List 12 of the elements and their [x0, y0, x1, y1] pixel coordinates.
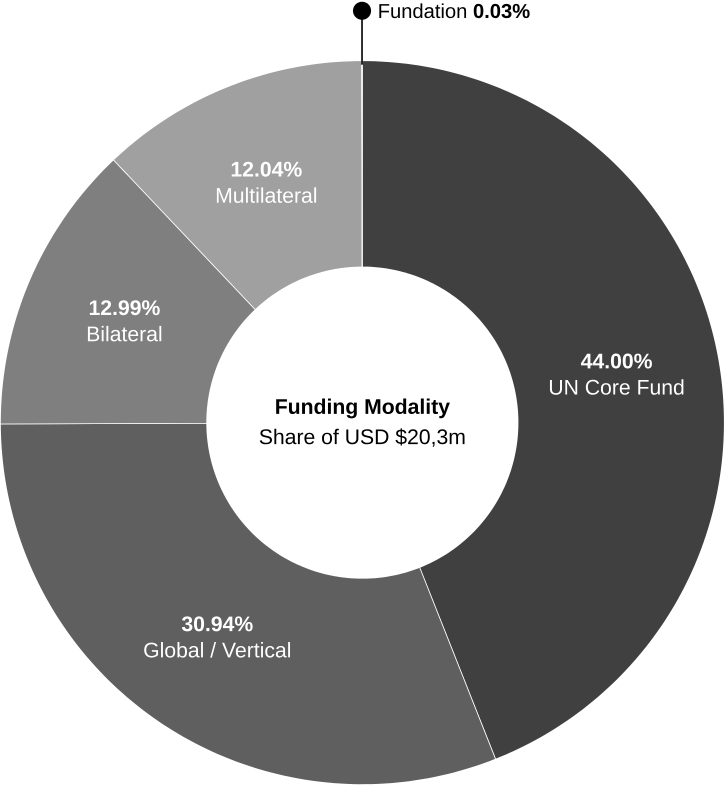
- data-label: 30.94%: [182, 616, 253, 632]
- slice-label: UN Core Fund: [550, 379, 684, 395]
- text: Share of USD $20,3m: [260, 428, 465, 447]
- slice-label: Bilateral: [88, 326, 162, 342]
- slice-label: Global / Vertical: [144, 642, 290, 658]
- data-label: 0.03%: [474, 4, 530, 18]
- slice-label: Multilateral: [217, 187, 316, 203]
- slice-label: Fundation: [379, 3, 466, 18]
- text: Funding Modality: [276, 398, 450, 418]
- data-label: 44.00%: [581, 354, 652, 369]
- data-label: 12.99%: [90, 300, 160, 316]
- data-label: 12.04%: [232, 162, 302, 177]
